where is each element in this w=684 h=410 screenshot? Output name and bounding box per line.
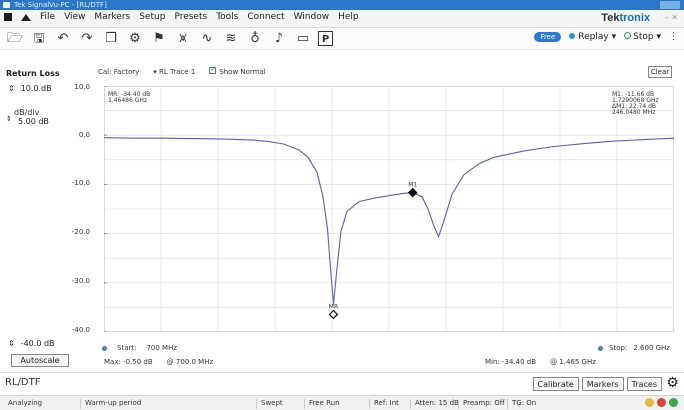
status-atten[interactable]: Atten: 15 dB: [410, 399, 459, 409]
status-bar: Analyzing Warm-up period Swept Free Run …: [0, 395, 684, 410]
stop-button[interactable]: Stop ▾: [624, 32, 661, 42]
menu-help[interactable]: Help: [338, 12, 359, 22]
copy-window-icon[interactable]: ❐: [105, 31, 117, 46]
bottom-level-adjust-icon[interactable]: ⇕: [8, 339, 15, 348]
db-div-value[interactable]: 5.00 dB: [18, 117, 49, 126]
toolbar: 🗁 🖫 ↶ ↷ ❐ ⚙ ⚑ ⩙ ∿ ≋ ♁ ♪ ▭ P Free Replay …: [0, 28, 684, 50]
calibrate-button[interactable]: Calibrate: [532, 376, 579, 391]
display-title: Return Loss: [6, 69, 60, 78]
ok-indicator-icon[interactable]: [669, 398, 678, 407]
return-loss-plot[interactable]: MR M1: [104, 86, 674, 332]
spectrum-icon[interactable]: ⩙: [179, 31, 187, 46]
menu-markers[interactable]: Markers: [94, 12, 131, 22]
app-icon: [3, 2, 10, 8]
bluetooth-icon[interactable]: ♁: [250, 31, 260, 46]
start-adjust-icon: [102, 345, 107, 351]
window-titlebar: Tek SignalVu-PC - [RL/DTF]: [0, 0, 684, 10]
alert-indicator-icon[interactable]: [657, 398, 666, 407]
menu-connect[interactable]: Connect: [247, 12, 285, 22]
y-tick-label: -20.0: [71, 228, 90, 236]
y-tick-label: -10.0: [71, 179, 90, 187]
status-analyzing: Analyzing: [8, 399, 43, 407]
presets-icon[interactable]: P: [318, 31, 333, 46]
stop-adjust-icon: [598, 345, 604, 351]
marker-m1: M1: [407, 182, 418, 198]
undo-icon[interactable]: ↶: [57, 31, 69, 46]
markers-button[interactable]: Markers: [581, 376, 624, 391]
marker-layer: MR M1: [328, 182, 418, 320]
marker-label: MR: [329, 303, 338, 310]
marker-diamond: [407, 187, 418, 198]
replay-icon: [569, 33, 576, 39]
bottom-level-value[interactable]: -40.0 dB: [20, 339, 55, 348]
status-ref[interactable]: Ref: Int: [369, 399, 399, 409]
m1-readout: M1: -11.66 dB 1.7290068 GHz ΔM1: 22.74 d…: [612, 91, 659, 116]
checkbox-icon: [209, 65, 217, 74]
trace-select[interactable]: ▾ RL Trace 1: [153, 67, 196, 76]
status-trigger[interactable]: Free Run: [304, 399, 340, 409]
plot-grid: [104, 86, 674, 332]
menu-window[interactable]: Window: [293, 12, 330, 22]
y-tick-label: 10.0: [74, 83, 90, 91]
y-tick-label: -40.0: [71, 326, 90, 334]
marker-diamond: [328, 309, 339, 320]
status-sweep-mode[interactable]: Swept: [256, 399, 283, 409]
open-folder-icon[interactable]: 🗁: [6, 31, 24, 46]
camera-icon[interactable]: ▭: [296, 31, 310, 46]
status-preamp[interactable]: Preamp: Off: [458, 399, 505, 409]
cal-status: Cal: Factory: [98, 67, 140, 76]
menu-view[interactable]: View: [64, 12, 86, 22]
ref-level-adjust-icon[interactable]: ⇕: [8, 84, 15, 93]
status-tg[interactable]: TG: On: [507, 399, 536, 409]
app-menu-icon[interactable]: [4, 13, 12, 21]
trace-icon[interactable]: ∿: [201, 31, 213, 46]
run-mode-badge[interactable]: Free: [534, 32, 562, 42]
waveform-icon[interactable]: ≋: [225, 31, 237, 46]
window-controls[interactable]: [660, 1, 680, 9]
start-frequency[interactable]: Start: 700 MHz: [102, 344, 177, 352]
marker-label: M1: [408, 182, 417, 189]
eject-icon[interactable]: [21, 13, 31, 21]
marker-mr: MR: [328, 303, 339, 320]
display-settings-panel: Return Loss ⇕ 10.0 dB ⇕ dB/div 5.00 dB ⇕…: [0, 65, 66, 365]
stop-icon: [624, 32, 632, 39]
replay-button[interactable]: Replay ▾: [569, 32, 616, 42]
traces-button[interactable]: Traces: [626, 376, 662, 391]
status-indicator-icon[interactable]: [645, 398, 654, 407]
save-icon[interactable]: 🖫: [33, 31, 45, 46]
audio-icon[interactable]: ♪: [274, 31, 284, 46]
db-div-label: dB/div: [14, 108, 40, 117]
menu-setup[interactable]: Setup: [139, 12, 166, 22]
max-readout: Max: -0.50 dB @ 700.0 MHz: [104, 358, 214, 366]
trace-line: [104, 137, 674, 305]
y-tick-label: 0.0: [78, 131, 90, 139]
brand-logo: Tektronix: [601, 12, 650, 24]
menubar: File View Markers Setup Presets Tools Co…: [0, 10, 684, 28]
show-checkbox[interactable]: Show Normal: [209, 65, 266, 76]
settings-icon[interactable]: ⚙: [129, 31, 141, 46]
clear-button[interactable]: Clear: [648, 66, 672, 78]
y-tick-label: -30.0: [71, 277, 90, 285]
redo-icon[interactable]: ↷: [81, 31, 93, 46]
autoscale-button[interactable]: Autoscale: [11, 354, 69, 367]
status-warmup: Warm-up period: [80, 399, 141, 409]
display-tab-bar: RL/DTF Calibrate Markers Traces ⚙: [0, 372, 684, 394]
ref-level-value[interactable]: 10.0 dB: [20, 84, 52, 93]
settings-gear-icon[interactable]: ⚙: [666, 375, 679, 391]
menubar-window-controls[interactable]: – ✕: [664, 13, 678, 22]
scale-adjust-icon[interactable]: ⇕: [6, 115, 12, 123]
menu-presets[interactable]: Presets: [174, 12, 208, 22]
min-readout: Min: -34.40 dB @ 1.465 GHz: [485, 358, 596, 366]
marker-icon[interactable]: ⚑: [153, 31, 165, 46]
window-title: Tek SignalVu-PC - [RL/DTF]: [14, 1, 107, 9]
trace-header: Cal: Factory ▾ RL Trace 1 Show Normal: [98, 65, 266, 76]
more-menu-icon[interactable]: ⋮: [669, 32, 678, 42]
stop-frequency[interactable]: Stop: 2.600 GHz: [598, 344, 670, 352]
menu-tools[interactable]: Tools: [216, 12, 239, 22]
mr-readout: MR: -34.40 dB 1.46486 GHz: [108, 91, 151, 104]
display-tab-name[interactable]: RL/DTF: [5, 377, 41, 388]
menu-file[interactable]: File: [40, 12, 56, 22]
